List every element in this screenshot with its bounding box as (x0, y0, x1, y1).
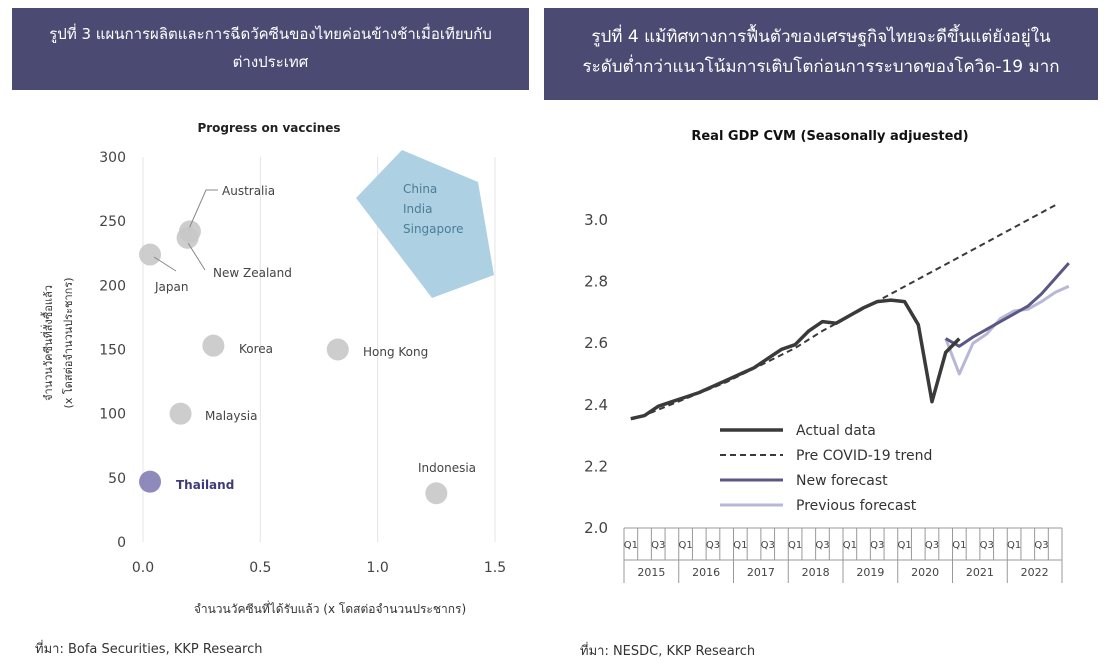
quarter-label: Q1 (843, 540, 857, 551)
year-label: 2020 (911, 566, 939, 579)
series-line-actual-data (630, 298, 961, 421)
left-figure-title-banner: รูปที่ 3 แผนการผลิตและการฉีดวัคซีนของไทย… (12, 8, 529, 90)
point-hong-kong (326, 338, 349, 361)
gdp-line-chart: Real GDP CVM (Seasonally adjuested) 2.0 2.… (584, 129, 1070, 583)
point-malaysia (169, 402, 192, 425)
series-line-new-forecast (944, 262, 1070, 348)
legend-label: Actual data (796, 423, 876, 439)
point-korea (202, 334, 225, 357)
quarter-label: Q3 (980, 540, 994, 551)
year-label: 2019 (856, 566, 884, 579)
y-tick-label: 100 (99, 407, 126, 423)
quarter-label: Q3 (925, 540, 939, 551)
x-tick-label: 0.5 (249, 560, 271, 576)
year-label: 2018 (802, 566, 830, 579)
series-line-previous-forecast (944, 284, 1070, 376)
right-source-note: ที่มา: NESDC, KKP Research (580, 644, 756, 659)
quarter-label: Q1 (1007, 540, 1021, 551)
x-tick-label: 1.5 (484, 560, 506, 576)
point-label: Indonesia (418, 461, 476, 475)
y-tick-label: 2.4 (584, 396, 608, 414)
leader-line (187, 189, 218, 232)
region-label: Singapore (403, 222, 464, 236)
point-japan (139, 243, 162, 266)
left-source-note: ที่มา: Bofa Securities, KKP Research (35, 642, 263, 657)
x-axis-label: จำนวนวัคซีนที่ได้รับแล้ว (x โดสต่อจำนวนป… (194, 600, 466, 616)
leader-line (153, 256, 177, 272)
right-title-line-2: ระดับต่ำกว่าแนวโน้มการเติบโตก่อนการระบาด… (582, 57, 1060, 77)
chart-title: Real GDP CVM (Seasonally adjuested) (691, 129, 968, 144)
left-title-line-2: ต่างประเทศ (232, 53, 309, 71)
x-tick-label: 1.0 (367, 560, 389, 576)
point-indonesia (425, 482, 448, 505)
y-axis-label-line-1: จำนวนวัคซีนที่สั่งซื้อแล้ว (40, 285, 55, 401)
quarter-label: Q3 (706, 540, 720, 551)
x-tick-label: 0.0 (132, 560, 154, 576)
series-line-pre-covid-19-trend (630, 204, 1056, 420)
quarter-label: Q1 (733, 540, 747, 551)
y-tick-label: 3.0 (584, 211, 608, 229)
y-tick-label: 250 (99, 214, 126, 230)
right-figure-title-banner: รูปที่ 4 แม้ทิศทางการฟื้นตัวของเศรษฐกิจไ… (544, 8, 1098, 100)
quarter-label: Q3 (1034, 540, 1048, 551)
quarter-label: Q1 (897, 540, 911, 551)
y-tick-label: 2.0 (584, 519, 608, 537)
y-tick-label: 200 (99, 278, 126, 294)
y-tick-label: 150 (99, 343, 126, 359)
year-label: 2017 (747, 566, 775, 579)
year-label: 2015 (637, 566, 665, 579)
point-label: Malaysia (205, 409, 257, 423)
region-label: India (403, 202, 432, 216)
point-label: Korea (239, 342, 273, 356)
point-label: New Zealand (213, 266, 292, 280)
point-label: Thailand (176, 478, 234, 492)
y-tick-label: 50 (108, 471, 126, 487)
vaccine-progress-scatter-chart: Progress on vaccines 0.0 0.5 1.0 1.5 0 50 100 15… (40, 121, 506, 616)
y-tick-label: 2.2 (584, 457, 608, 475)
leader-line (187, 242, 206, 271)
quarter-label: Q3 (761, 540, 775, 551)
year-label: 2022 (1021, 566, 1049, 579)
point-label: Japan (154, 280, 188, 294)
y-tick-label: 2.8 (584, 273, 608, 291)
chart-title: Progress on vaccines (197, 121, 340, 135)
quarter-label: Q1 (952, 540, 966, 551)
y-tick-label: 300 (99, 150, 126, 166)
point-thailand (139, 470, 162, 493)
quarter-label: Q3 (651, 540, 665, 551)
quarter-label: Q1 (678, 540, 692, 551)
year-label: 2016 (692, 566, 720, 579)
quarter-label: Q1 (788, 540, 802, 551)
y-axis-label-line-2: (x โดสต่อจำนวนประชากร) (61, 278, 75, 409)
left-title-line-1: รูปที่ 3 แผนการผลิตและการฉีดวัคซีนของไทย… (49, 25, 492, 43)
region-label: China (403, 182, 437, 196)
right-title-line-1: รูปที่ 4 แม้ทิศทางการฟื้นตัวของเศรษฐกิจไ… (591, 27, 1051, 47)
region-arrow-shape (356, 150, 494, 298)
y-tick-label: 0 (117, 535, 126, 551)
point-label: Hong Kong (363, 345, 428, 359)
legend-label: Pre COVID-19 trend (796, 448, 932, 464)
quarter-label: Q3 (815, 540, 829, 551)
year-label: 2021 (966, 566, 994, 579)
legend-label: New forecast (796, 473, 888, 489)
quarter-label: Q1 (624, 540, 638, 551)
point-label: Australia (222, 184, 275, 198)
point-new-zealand (176, 226, 199, 249)
quarter-label: Q3 (870, 540, 884, 551)
legend-label: Previous forecast (796, 498, 917, 514)
y-tick-label: 2.6 (584, 334, 608, 352)
